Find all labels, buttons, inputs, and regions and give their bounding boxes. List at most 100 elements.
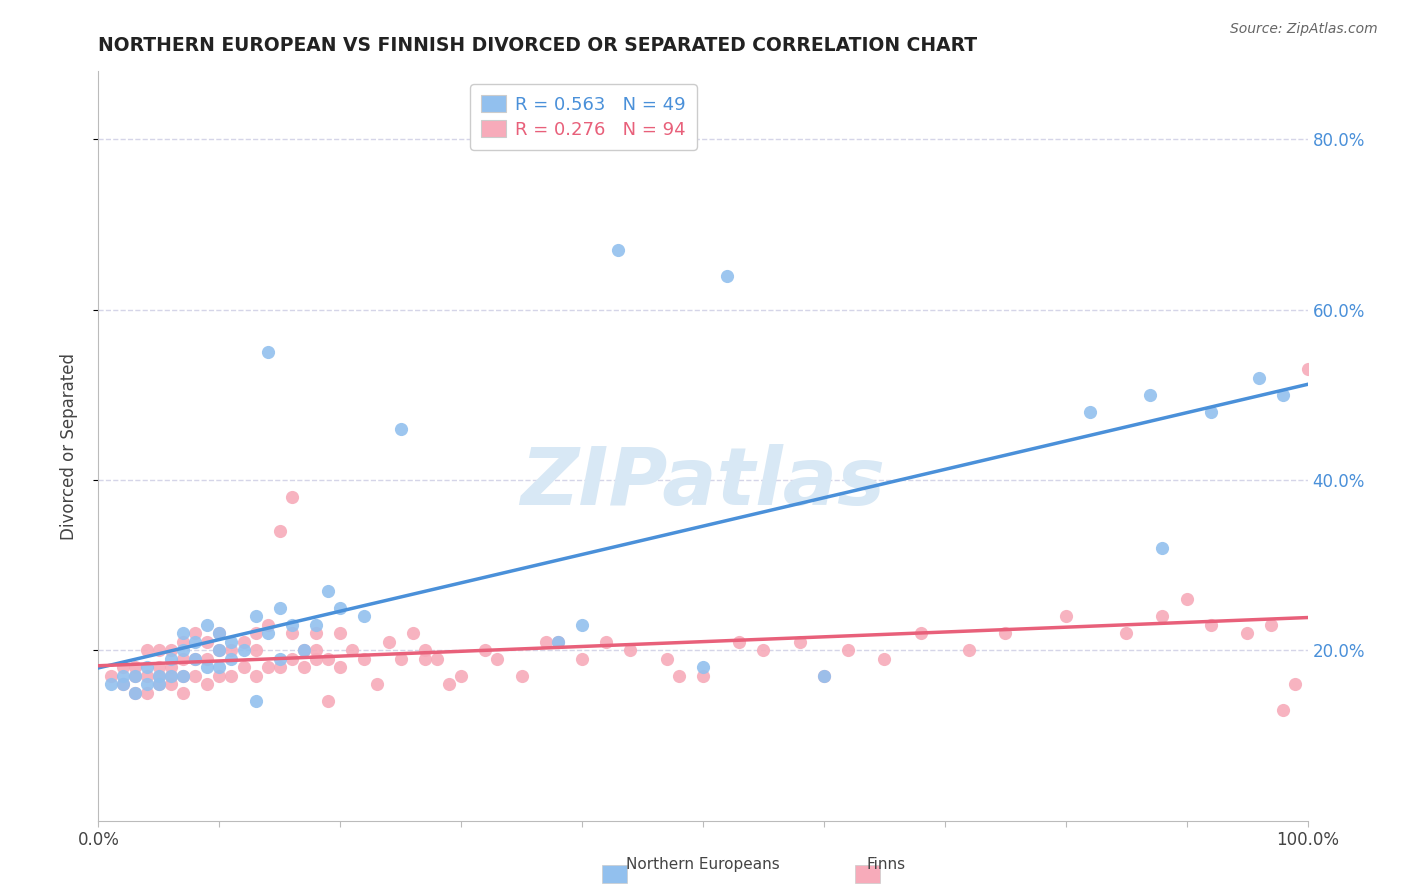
Point <box>256 345 278 359</box>
Point <box>208 669 231 683</box>
Point <box>305 626 328 640</box>
Text: Finns: Finns <box>866 857 905 872</box>
Point <box>160 660 183 674</box>
Point <box>329 660 352 674</box>
Point <box>389 652 412 666</box>
Point <box>316 583 339 598</box>
Point <box>1236 626 1258 640</box>
Point <box>1152 541 1174 556</box>
Point <box>111 677 134 691</box>
Point <box>281 626 304 640</box>
Point <box>1199 405 1222 419</box>
Point <box>195 635 218 649</box>
Point <box>135 686 157 700</box>
Point <box>547 635 569 649</box>
Legend: R = 0.563   N = 49, R = 0.276   N = 94: R = 0.563 N = 49, R = 0.276 N = 94 <box>470 84 697 150</box>
Point <box>160 643 183 657</box>
Point <box>1272 703 1295 717</box>
Point <box>124 669 146 683</box>
Point <box>1078 405 1101 419</box>
Point <box>692 669 714 683</box>
Point <box>100 669 122 683</box>
Point <box>148 669 170 683</box>
Point <box>232 643 254 657</box>
Point <box>195 660 218 674</box>
Point <box>148 677 170 691</box>
Point <box>256 626 278 640</box>
Point <box>245 643 267 657</box>
Point <box>172 626 194 640</box>
Point <box>232 660 254 674</box>
Point <box>1152 609 1174 624</box>
Point <box>366 677 388 691</box>
Point <box>256 617 278 632</box>
Point <box>245 609 267 624</box>
Point <box>135 660 157 674</box>
Point <box>316 694 339 708</box>
Point <box>329 600 352 615</box>
Point <box>172 669 194 683</box>
Point <box>752 643 775 657</box>
Point <box>172 635 194 649</box>
Point <box>813 669 835 683</box>
Point <box>668 669 690 683</box>
Point <box>111 677 134 691</box>
Point <box>316 652 339 666</box>
Point <box>148 643 170 657</box>
Point <box>184 652 207 666</box>
Point <box>837 643 859 657</box>
Text: NORTHERN EUROPEAN VS FINNISH DIVORCED OR SEPARATED CORRELATION CHART: NORTHERN EUROPEAN VS FINNISH DIVORCED OR… <box>98 36 977 54</box>
Text: Northern Europeans: Northern Europeans <box>626 857 780 872</box>
Point <box>789 635 811 649</box>
Point <box>571 617 593 632</box>
Point <box>221 635 243 649</box>
Point <box>184 669 207 683</box>
Point <box>269 652 291 666</box>
Point <box>172 652 194 666</box>
Point <box>305 652 328 666</box>
Point <box>353 652 375 666</box>
Point <box>413 643 436 657</box>
Point <box>184 635 207 649</box>
Point <box>195 652 218 666</box>
Point <box>813 669 835 683</box>
Point <box>1272 388 1295 402</box>
Point <box>172 686 194 700</box>
Point <box>208 643 231 657</box>
Point <box>221 652 243 666</box>
Point <box>1175 592 1198 607</box>
Point <box>994 626 1017 640</box>
Point <box>692 660 714 674</box>
Point <box>221 669 243 683</box>
Point <box>269 524 291 538</box>
Point <box>547 635 569 649</box>
Point <box>402 626 425 640</box>
Point <box>716 268 738 283</box>
Point <box>269 660 291 674</box>
Point <box>221 643 243 657</box>
Point <box>172 669 194 683</box>
Point <box>160 652 183 666</box>
Point <box>232 635 254 649</box>
Point <box>148 669 170 683</box>
Point <box>957 643 980 657</box>
Y-axis label: Divorced or Separated: Divorced or Separated <box>59 352 77 540</box>
Point <box>389 422 412 436</box>
Point <box>342 643 364 657</box>
Point <box>1054 609 1077 624</box>
Point <box>124 669 146 683</box>
Point <box>245 669 267 683</box>
Point <box>281 490 304 504</box>
Point <box>595 635 617 649</box>
Point <box>148 677 170 691</box>
Point <box>1115 626 1137 640</box>
Point <box>607 243 630 257</box>
Point <box>135 643 157 657</box>
Point <box>160 677 183 691</box>
Point <box>100 677 122 691</box>
Point <box>486 652 509 666</box>
Point <box>510 669 533 683</box>
Point <box>1260 617 1282 632</box>
Point <box>245 626 267 640</box>
Point <box>292 643 315 657</box>
